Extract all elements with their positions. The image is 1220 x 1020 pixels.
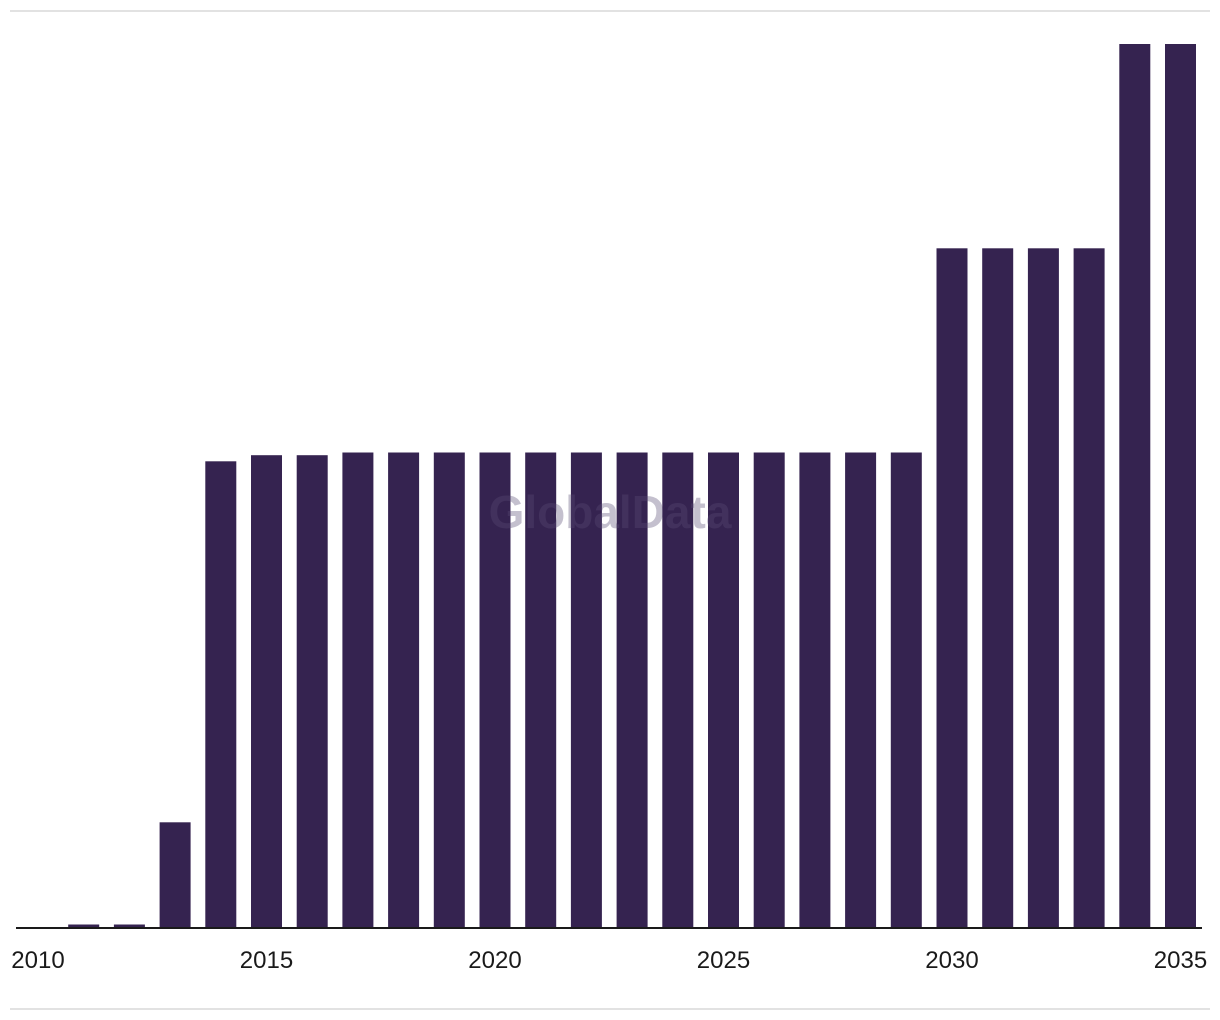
x-tick-label-2015: 2015 <box>240 947 293 974</box>
bar-2025 <box>708 452 739 928</box>
bar-2028 <box>845 452 877 928</box>
bar-2035 <box>1165 44 1196 928</box>
watermark-logo: GlobalData <box>489 486 732 538</box>
bar-2022 <box>570 452 602 928</box>
bar-2011 <box>68 924 100 928</box>
bar-2017 <box>342 452 374 928</box>
bottom-divider <box>10 1008 1210 1010</box>
x-tick-labels: 2010 2015 2020 2025 2030 2035 <box>11 947 1207 974</box>
x-tick-label-2025: 2025 <box>697 947 750 974</box>
bar-2026 <box>753 452 785 928</box>
bar-2014 <box>205 461 237 928</box>
bar-2033 <box>1073 248 1105 929</box>
bar-2031 <box>982 248 1014 929</box>
x-tick-label-2030: 2030 <box>925 947 978 974</box>
bars-layer <box>68 44 1196 929</box>
bar-2020 <box>479 452 511 928</box>
bar-2019 <box>433 452 465 928</box>
bar-2030 <box>936 248 968 929</box>
bar-2012 <box>113 924 145 928</box>
bar-2029 <box>890 452 922 928</box>
bar-2021 <box>525 452 557 928</box>
bar-2032 <box>1027 248 1059 929</box>
top-divider <box>10 10 1210 12</box>
x-tick-label-2010: 2010 <box>11 947 64 974</box>
bar-2023 <box>616 452 648 928</box>
bar-2013 <box>159 822 191 928</box>
bar-2015 <box>251 455 282 928</box>
bar-2016 <box>296 455 328 928</box>
bar-2018 <box>388 452 420 928</box>
bar-2027 <box>799 452 831 928</box>
x-tick-label-2035: 2035 <box>1154 947 1207 974</box>
bar-2024 <box>662 452 694 928</box>
x-tick-label-2020: 2020 <box>468 947 521 974</box>
bar-2034 <box>1119 44 1151 928</box>
